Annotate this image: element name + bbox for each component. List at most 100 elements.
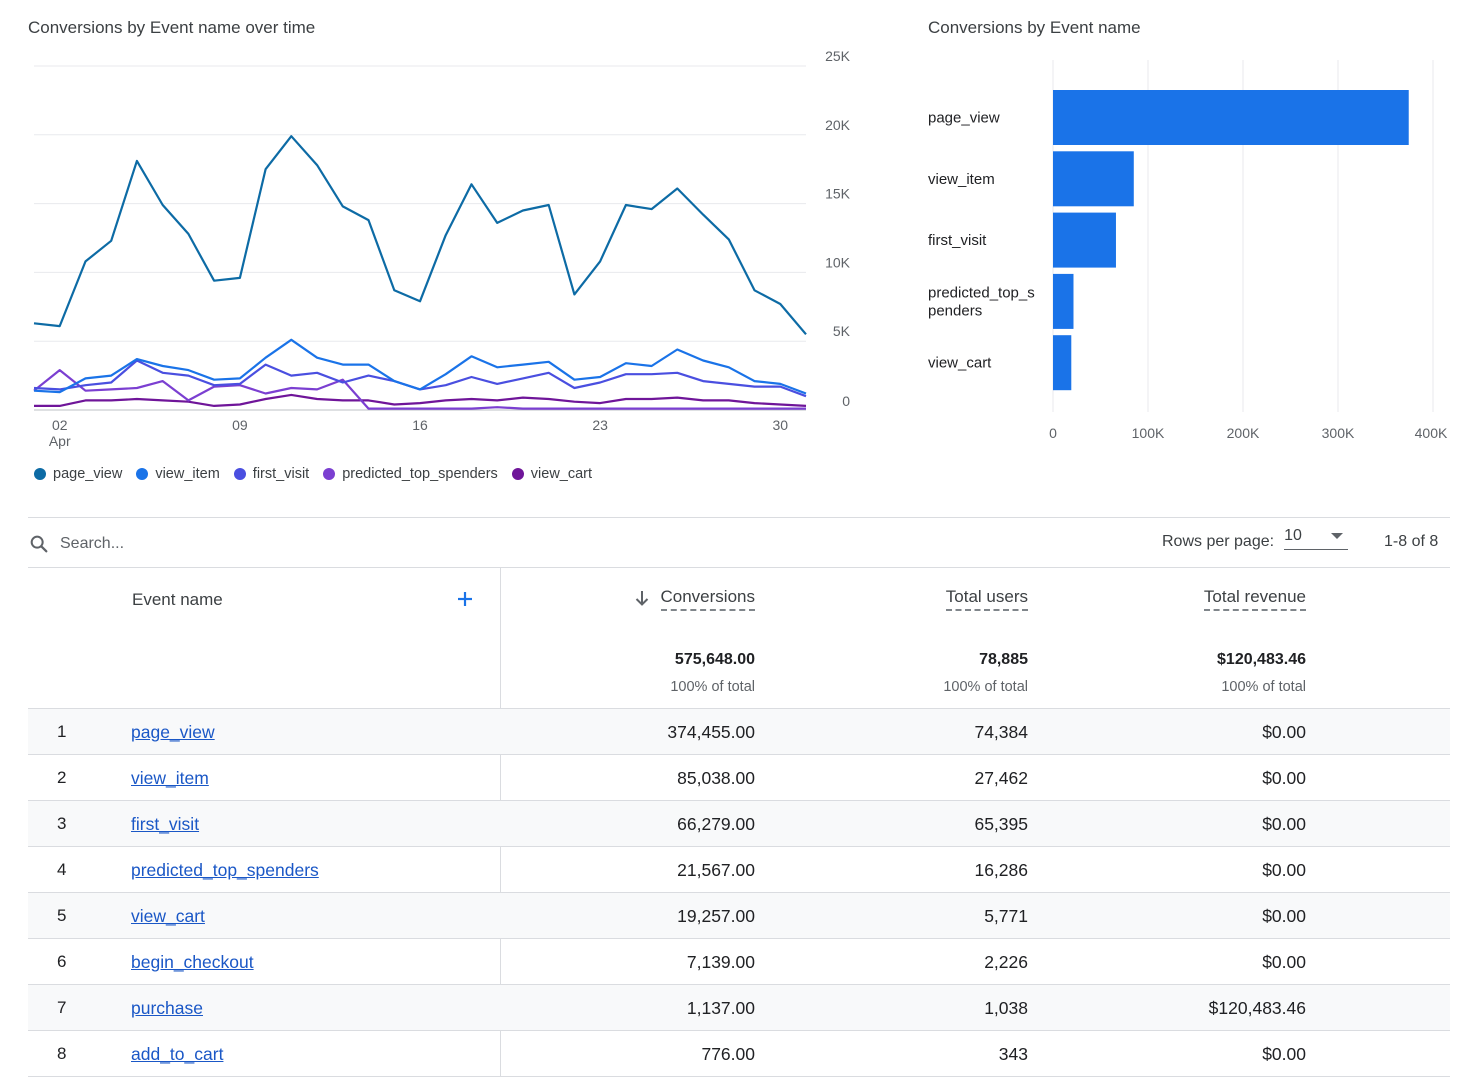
users-cell: 65,395 (974, 814, 1028, 834)
event-name-link[interactable]: add_to_cart (131, 1044, 224, 1064)
table-row: 7 purchase 1,137.00 1,038 $120,483.46 (28, 985, 1450, 1031)
column-header-total-users[interactable]: Total users (945, 587, 1028, 611)
x-tick-label: 09 (232, 417, 248, 433)
revenue-cell: $0.00 (1262, 722, 1306, 742)
search-icon (30, 535, 48, 553)
row-index: 2 (57, 768, 67, 787)
bar-page-view (1053, 90, 1409, 145)
conversions-cell: 21,567.00 (677, 860, 755, 880)
table-row: 1 page_view 374,455.00 74,384 $0.00 (28, 709, 1450, 755)
users-cell: 2,226 (984, 952, 1028, 972)
rows-per-page-value: 10 (1284, 527, 1302, 544)
conversions-cell: 7,139.00 (686, 952, 755, 972)
revenue-cell: $0.00 (1262, 768, 1306, 788)
legend-dot (323, 468, 336, 480)
legend-label: predicted_top_spenders (342, 466, 498, 482)
table-row: 3 first_visit 66,279.00 65,395 $0.00 (28, 801, 1450, 847)
x-tick-label: 200K (1227, 425, 1260, 441)
total-value: 78,885 (979, 651, 1028, 668)
event-name-link[interactable]: first_visit (131, 814, 200, 834)
conversions-cell: 776.00 (701, 1044, 755, 1064)
total-revenue: $120,483.46 100% of total (1217, 651, 1306, 695)
divider (28, 708, 1450, 709)
rows-per-page-label: Rows per page: (1162, 532, 1275, 550)
table-search (28, 530, 628, 558)
category-label: penders (928, 302, 982, 319)
y-tick-label: 15K (825, 186, 851, 202)
row-index: 1 (57, 722, 67, 741)
total-conversions: 575,648.00 100% of total (670, 651, 755, 695)
event-name-link[interactable]: view_cart (131, 906, 205, 926)
row-index: 5 (57, 906, 67, 925)
bar-chart-title: Conversions by Event name (928, 18, 1141, 37)
category-label: view_item (928, 171, 995, 188)
table-row: 8 add_to_cart 776.00 343 $0.00 (28, 1031, 1450, 1077)
conversions-cell: 1,137.00 (686, 998, 755, 1018)
users-cell: 343 (998, 1044, 1028, 1064)
total-percent: 100% of total (670, 679, 755, 695)
series-line-view-cart (34, 393, 807, 407)
series-line-predicted-top-spenders (33, 369, 806, 410)
y-tick-label: 0 (842, 393, 850, 409)
legend-dot (233, 468, 246, 480)
legend-label: page_view (53, 466, 123, 482)
legend-item-predicted-top-spenders[interactable]: predicted_top_spenders (323, 466, 498, 482)
table-row: 6 begin_checkout 7,139.00 2,226 $0.00 (28, 939, 1450, 985)
legend-item-view-item[interactable]: view_item (136, 466, 220, 482)
revenue-cell: $120,483.46 (1208, 998, 1306, 1018)
row-index: 8 (57, 1044, 67, 1063)
conversions-cell: 374,455.00 (667, 722, 755, 742)
line-chart-title: Conversions by Event name over time (28, 18, 316, 37)
bar-view-cart (1053, 335, 1072, 391)
sort-descending-icon[interactable] (634, 589, 650, 607)
users-cell: 27,462 (974, 768, 1028, 788)
event-name-link[interactable]: purchase (131, 998, 203, 1018)
event-name-link[interactable]: begin_checkout (131, 952, 254, 972)
table-row: 5 view_cart 19,257.00 5,771 $0.00 (28, 893, 1450, 939)
add-dimension-icon[interactable] (456, 590, 474, 608)
x-tick-label: 300K (1322, 425, 1355, 441)
category-label: view_cart (928, 355, 992, 372)
caret-down-icon (1331, 533, 1344, 539)
event-name-link[interactable]: page_view (131, 722, 215, 742)
legend-item-first-visit[interactable]: first_visit (233, 466, 310, 482)
event-name-link[interactable]: view_item (131, 768, 209, 788)
rows-per-page-select[interactable]: 10 (1284, 527, 1349, 550)
revenue-cell: $0.00 (1262, 814, 1306, 834)
legend-label: view_item (155, 466, 220, 482)
x-tick-sublabel: Apr (49, 433, 71, 449)
x-tick-label: 400K (1415, 425, 1448, 441)
total-value: $120,483.46 (1217, 651, 1306, 668)
chart-legend: page_view view_item first_visit predicte… (34, 466, 606, 482)
table-row: 4 predicted_top_spenders 21,567.00 16,28… (28, 847, 1450, 893)
x-tick-label: 16 (412, 417, 428, 433)
revenue-cell: $0.00 (1262, 860, 1306, 880)
bar-predicted-top-spenders (1053, 273, 1074, 329)
event-name-link[interactable]: predicted_top_spenders (131, 860, 319, 880)
bar-first-visit (1053, 212, 1116, 268)
legend-item-page-view[interactable]: page_view (34, 466, 122, 482)
users-cell: 1,038 (984, 998, 1028, 1018)
conversions-cell: 85,038.00 (677, 768, 755, 788)
legend-label: view_cart (530, 466, 593, 482)
table-row: 2 view_item 85,038.00 27,462 $0.00 (28, 755, 1450, 801)
search-input[interactable] (60, 535, 460, 553)
row-index: 3 (57, 814, 67, 833)
series-line-view-item (33, 338, 807, 395)
pagination-range: 1-8 of 8 (1384, 533, 1439, 550)
x-tick-label: 100K (1132, 425, 1165, 441)
total-users: 78,885 100% of total (943, 651, 1028, 695)
total-percent: 100% of total (943, 679, 1028, 695)
bar-chart: 0 100K 200K 300K 400K page_view view_itemfirst… (928, 60, 1448, 441)
legend-item-view-cart[interactable]: view_cart (511, 466, 593, 482)
conversions-cell: 66,279.00 (677, 814, 755, 834)
column-header-conversions[interactable]: Conversions (660, 587, 755, 611)
column-header-total-revenue[interactable]: Total revenue (1203, 587, 1306, 611)
category-label: page_view (928, 110, 1000, 127)
total-percent: 100% of total (1221, 679, 1306, 695)
legend-label: first_visit (252, 466, 310, 482)
y-tick-label: 5K (833, 323, 851, 339)
divider (28, 517, 1450, 518)
column-header-event-name[interactable]: Event name (132, 590, 223, 609)
